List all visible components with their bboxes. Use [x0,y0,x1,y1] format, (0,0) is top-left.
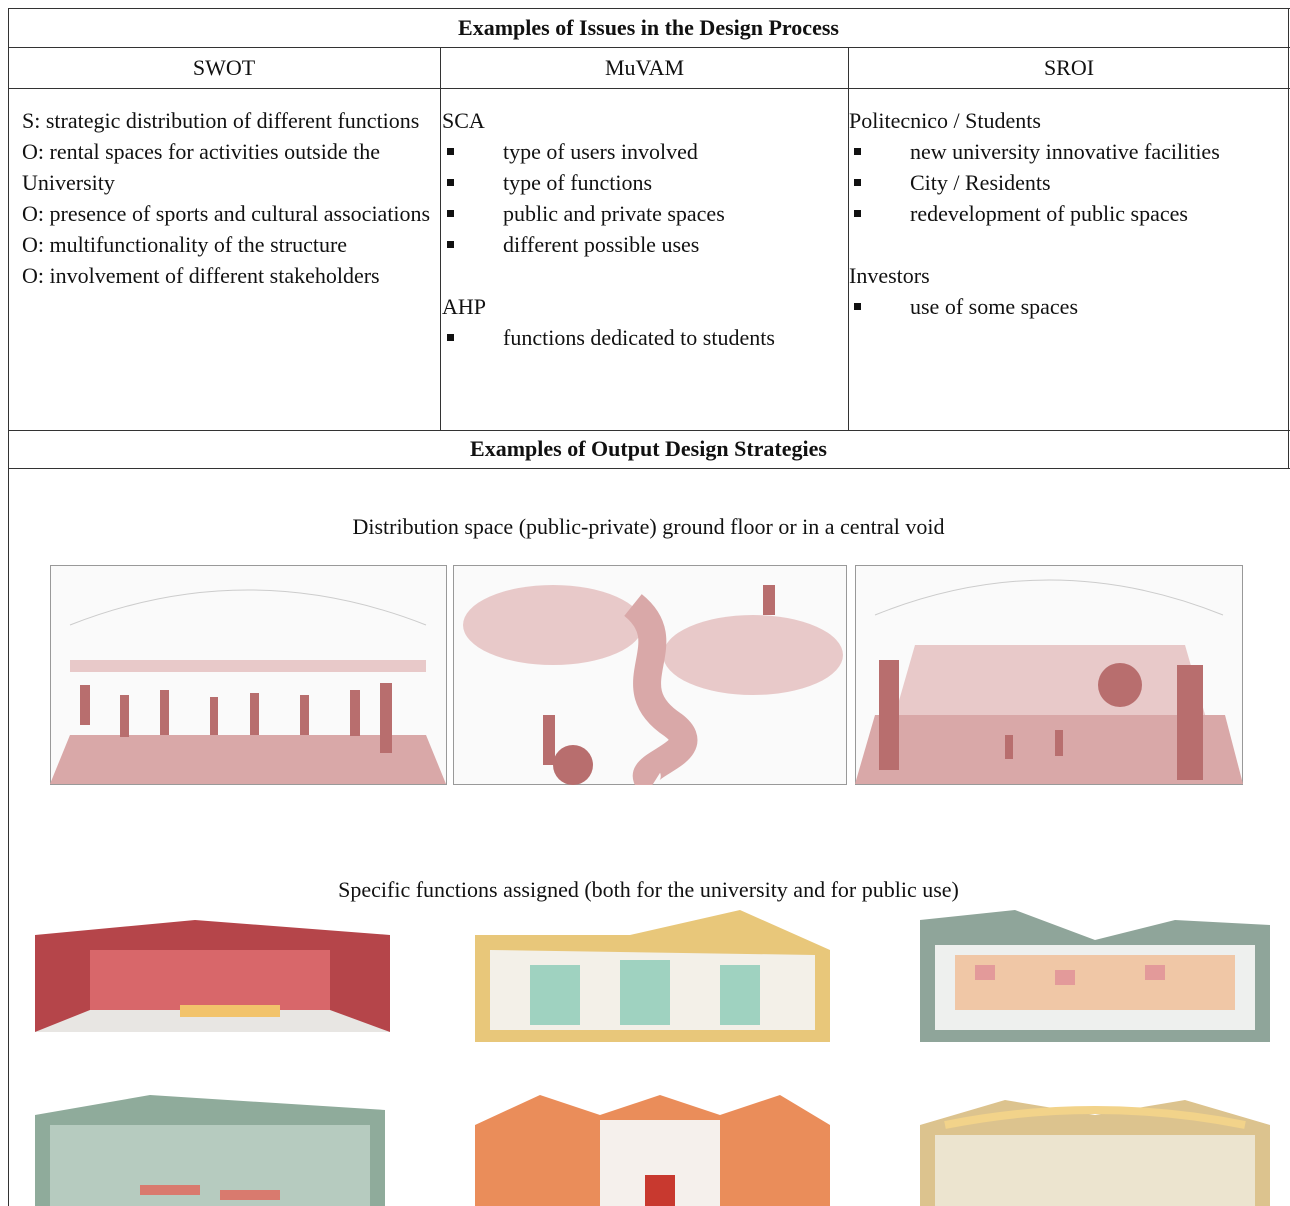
illustration [920,1100,1270,1206]
illustration [35,1095,385,1206]
border [848,47,849,430]
bullet-item: use of some spaces [849,291,1279,322]
swot-line: O: rental spaces for activities outside … [22,139,380,195]
caption: Specific functions assigned (both for th… [338,877,959,902]
table-title: Examples of Issues in the Design Process [8,12,1289,43]
bullet-item: type of functions [442,167,842,198]
border [8,8,1290,9]
border [440,47,441,430]
illustration [35,920,390,1032]
bullet-item: new university innovative facilities [849,136,1279,167]
sroi-cell: Politecnico / Students new university inn… [849,105,1279,353]
swot-cell: S: strategic distribution of different f… [22,105,432,291]
bullet-item: type of users involved [442,136,842,167]
caption: Distribution space (public-private) grou… [352,514,945,539]
section: Politecnico / Students new university inn… [849,105,1279,229]
section: AHP functions dedicated to students [442,291,842,353]
illustration [920,910,1270,1042]
swot-line: O: involvement of different stakeholders [22,263,380,288]
muvam-cell: SCA type of users involved type of functio… [442,105,842,384]
swot-line: O: presence of sports and cultural assoc… [22,201,431,226]
swot-line: S: strategic distribution of different f… [22,108,420,133]
border [8,47,1290,48]
swot-line: O: multifunctionality of the structure [22,232,348,257]
border [8,468,1290,469]
strategies-title: Examples of Output Design Strategies [8,433,1289,464]
illustration [453,565,847,785]
illustration [855,565,1243,785]
illustration [475,1095,830,1206]
illustration [475,910,830,1042]
bullet-item: public and private spaces [442,198,842,229]
illustration [50,565,447,785]
border [8,8,9,1206]
title-text: Examples of Issues in the Design Process [458,15,839,40]
section-heading: Investors [849,263,930,288]
bullet-item: redevelopment of public spaces [849,198,1279,229]
column-header: SWOT [192,55,256,80]
section-heading: AHP [442,294,487,319]
title-text: Examples of Output Design Strategies [470,436,827,461]
section-heading: Politecnico / Students [849,108,1041,133]
border [8,88,1290,89]
bullet-item: different possible uses [442,229,842,260]
bullet-item: functions dedicated to students [442,322,842,353]
border [1288,8,1289,468]
section-heading: SCA [442,108,485,133]
column-header: SROI [1043,55,1095,80]
bullet-item: City / Residents [849,167,1279,198]
border [8,430,1290,431]
column-header: MuVAM [604,55,685,80]
section: Investors use of some spaces [849,260,1279,322]
section: SCA type of users involved type of functio… [442,105,842,260]
